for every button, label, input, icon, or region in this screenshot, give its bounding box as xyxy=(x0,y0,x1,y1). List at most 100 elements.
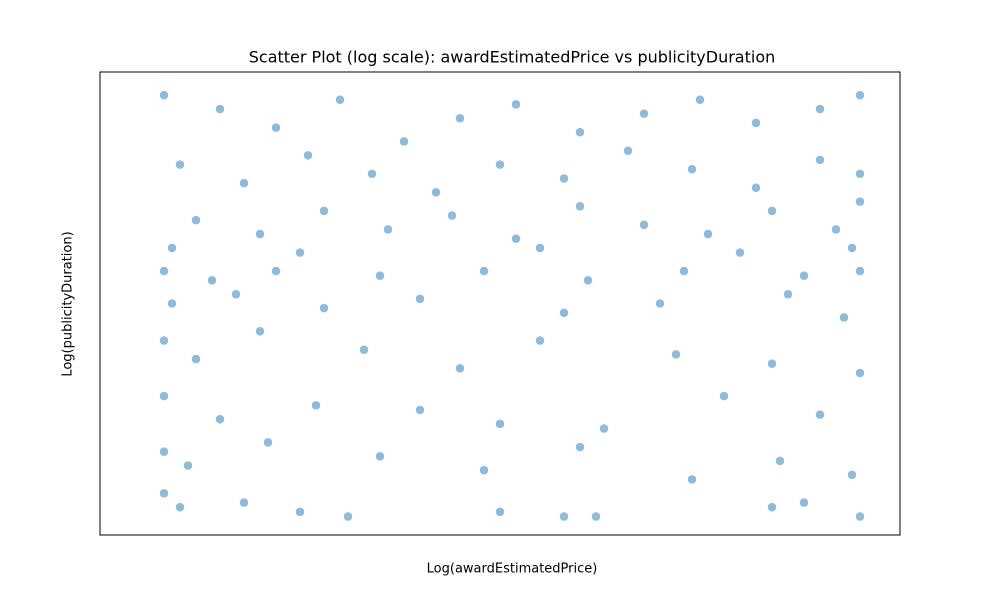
point xyxy=(847,243,857,253)
point xyxy=(815,155,825,165)
point xyxy=(767,358,777,369)
y-axis-label: Log(publicityDuration) xyxy=(61,231,76,376)
point xyxy=(671,349,681,360)
point xyxy=(679,266,689,276)
point xyxy=(399,136,409,147)
point xyxy=(799,497,809,508)
point xyxy=(255,229,265,239)
point xyxy=(855,368,865,378)
point xyxy=(511,233,521,244)
point xyxy=(295,247,305,258)
point xyxy=(703,229,713,239)
point xyxy=(535,243,545,253)
point xyxy=(831,224,841,235)
point xyxy=(815,104,825,114)
point xyxy=(591,511,601,522)
point xyxy=(455,113,465,124)
point xyxy=(583,275,593,286)
point xyxy=(359,345,369,355)
point xyxy=(159,335,169,346)
point xyxy=(295,507,305,517)
point xyxy=(215,104,225,114)
point xyxy=(639,108,649,119)
point xyxy=(455,363,465,374)
point xyxy=(623,145,633,156)
point xyxy=(375,270,385,281)
point xyxy=(855,196,865,207)
point xyxy=(687,474,697,485)
point xyxy=(367,169,377,179)
point xyxy=(655,298,665,309)
point xyxy=(191,215,201,225)
point xyxy=(767,206,777,216)
point xyxy=(191,354,201,364)
point xyxy=(855,90,865,100)
x-axis-label: Log(awardEstimatedPrice) xyxy=(427,562,598,577)
point xyxy=(575,201,585,212)
point xyxy=(383,224,393,235)
point xyxy=(319,206,329,216)
point xyxy=(495,507,505,517)
point xyxy=(175,502,185,512)
point xyxy=(847,470,857,480)
point xyxy=(639,220,649,230)
point xyxy=(855,266,865,276)
point xyxy=(263,437,273,448)
plot-frame xyxy=(99,71,901,536)
point xyxy=(751,183,761,193)
point xyxy=(167,243,177,253)
point xyxy=(559,308,569,318)
point xyxy=(751,118,761,128)
point xyxy=(511,99,521,110)
point xyxy=(319,303,329,313)
point xyxy=(159,391,169,401)
point xyxy=(415,294,425,304)
point xyxy=(159,90,169,100)
point xyxy=(495,419,505,429)
points xyxy=(159,90,865,522)
point xyxy=(735,247,745,258)
point xyxy=(271,122,281,133)
point xyxy=(687,164,697,174)
point xyxy=(207,275,217,286)
point xyxy=(447,210,457,221)
chart-title: Scatter Plot (log scale): awardEstimated… xyxy=(249,48,776,67)
point xyxy=(495,159,505,170)
point xyxy=(311,400,321,411)
point xyxy=(575,442,585,452)
point xyxy=(303,150,313,161)
point xyxy=(239,178,249,188)
point xyxy=(175,159,185,170)
point xyxy=(535,335,545,346)
point xyxy=(767,502,777,512)
point xyxy=(559,511,569,522)
point xyxy=(335,95,345,105)
point xyxy=(783,289,793,299)
point xyxy=(271,266,281,276)
point xyxy=(479,465,489,475)
point xyxy=(815,409,825,420)
point xyxy=(231,289,241,299)
point xyxy=(575,127,585,137)
point xyxy=(159,488,169,499)
point xyxy=(343,511,353,522)
point xyxy=(255,326,265,337)
point xyxy=(855,511,865,522)
point xyxy=(855,169,865,179)
point xyxy=(839,312,849,323)
point xyxy=(159,266,169,276)
point xyxy=(559,173,569,184)
point xyxy=(799,270,809,281)
point xyxy=(479,266,489,276)
point xyxy=(415,405,425,415)
point xyxy=(719,391,729,401)
point xyxy=(239,497,249,508)
point xyxy=(159,446,169,457)
point xyxy=(375,451,385,462)
point xyxy=(167,298,177,309)
point xyxy=(775,456,785,466)
point xyxy=(215,414,225,424)
point xyxy=(431,187,441,198)
